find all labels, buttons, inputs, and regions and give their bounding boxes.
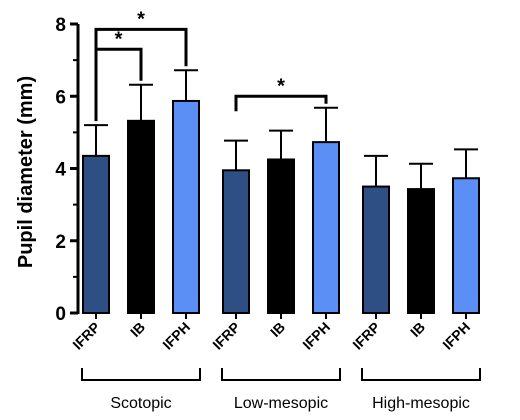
bar: [407, 188, 435, 314]
group-label: High-mesopic: [372, 395, 470, 412]
significance-star: *: [137, 8, 145, 30]
group-bracket: [81, 368, 201, 381]
group-label: Scotopic: [110, 395, 171, 412]
x-tick-label: IFPH: [299, 319, 333, 353]
y-tick-label: 2: [55, 232, 66, 253]
bar: [222, 169, 250, 314]
y-tick-label: 6: [55, 87, 66, 108]
bar: [312, 141, 340, 314]
x-tick-label: IB: [127, 319, 148, 340]
y-tick-label: 0: [55, 304, 66, 325]
x-axis-labels: IFRP IB IFPH IFRP IB IFPH IFRP IB IFPH: [69, 313, 473, 353]
x-tick-label: IFRP: [209, 319, 243, 353]
bar: [452, 177, 480, 314]
x-tick-label: IFRP: [69, 319, 103, 353]
bar: [172, 99, 200, 315]
bar: [362, 185, 390, 314]
x-tick-label: IB: [267, 319, 288, 340]
bar: [267, 158, 295, 314]
group-label: Low-mesopic: [234, 395, 328, 412]
bar: [127, 119, 155, 314]
x-tick-label: IFRP: [349, 319, 383, 353]
y-tick-label: 8: [55, 15, 66, 36]
group-labels: Scotopic Low-mesopic High-mesopic: [81, 368, 481, 412]
significance-star: *: [277, 75, 285, 97]
group-bracket: [221, 368, 341, 381]
significance-star: *: [115, 28, 123, 50]
y-axis-label: Pupil diameter (mm): [15, 76, 37, 268]
y-tick-label: 4: [55, 160, 66, 181]
x-tick-label: IFPH: [439, 319, 473, 353]
y-axis: 0 2 4 6 8: [55, 15, 80, 325]
significance-bracket: [234, 94, 328, 112]
x-tick-label: IFPH: [159, 319, 193, 353]
group-bracket: [361, 368, 481, 381]
error-bars: [84, 69, 478, 190]
bar: [82, 154, 110, 314]
significance-brackets: * * *: [94, 8, 328, 122]
significance-bracket: [94, 27, 188, 110]
x-tick-label: IB: [407, 319, 428, 340]
